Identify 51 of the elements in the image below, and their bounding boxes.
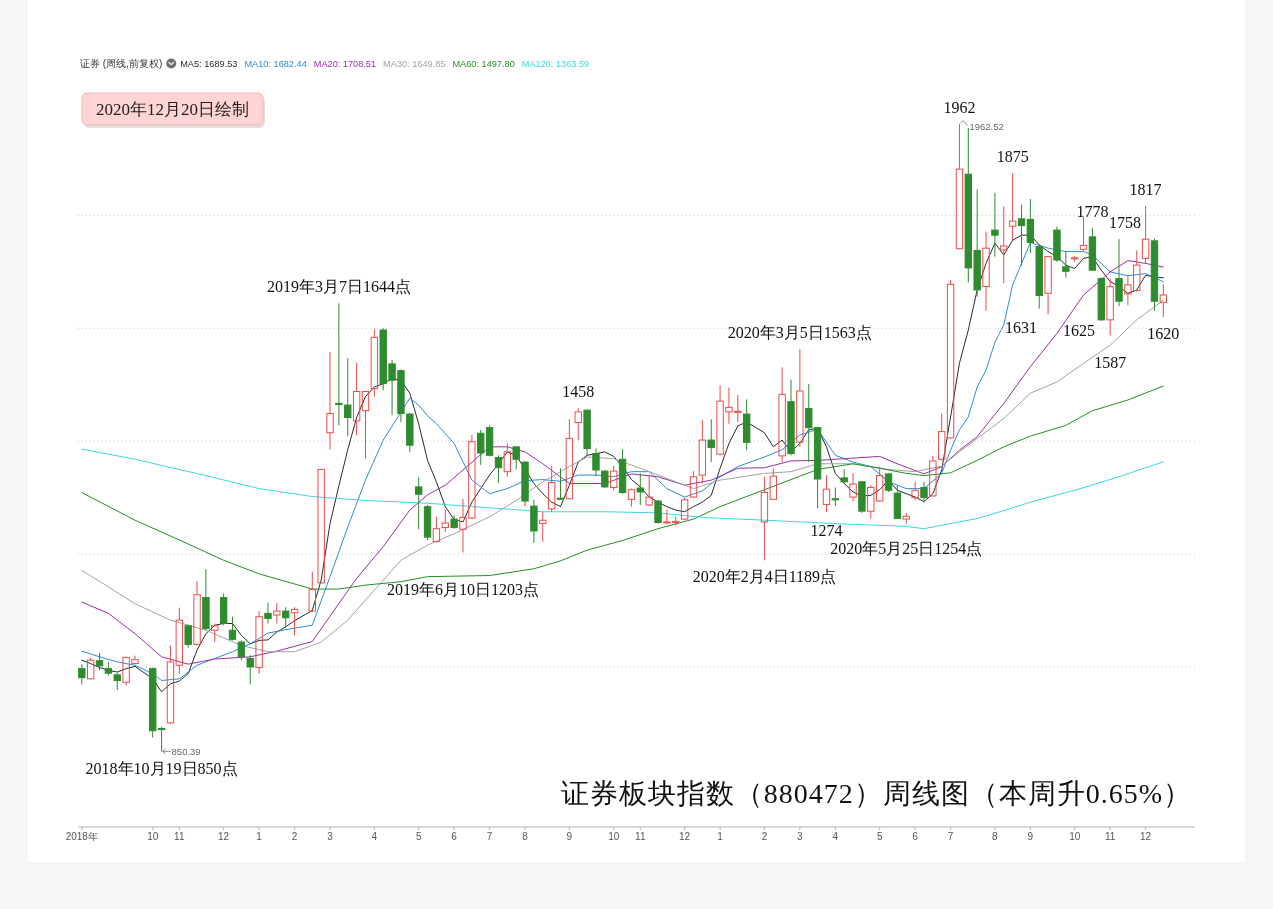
x-tick-label: 8 xyxy=(522,831,529,842)
annotation: 1817 xyxy=(1129,180,1162,198)
annotation: 1962.52 xyxy=(969,120,1004,132)
x-tick-label: 4 xyxy=(832,831,839,842)
annotation: 1962 xyxy=(943,98,976,116)
x-tick-label: 12 xyxy=(218,831,230,842)
annotation: 2020年5月25日1254点 xyxy=(830,539,983,557)
x-tick-label: 2 xyxy=(291,831,298,842)
x-tick-label: 6 xyxy=(912,831,919,842)
annotation: 1631 xyxy=(1005,318,1038,336)
x-tick-label: 11 xyxy=(1104,831,1116,842)
x-tick-label: 5 xyxy=(876,831,883,842)
x-tick-label: 9 xyxy=(1027,831,1034,842)
x-tick-label: 12 xyxy=(1140,831,1152,842)
x-tick-label: 10 xyxy=(147,831,159,842)
text: 证券板块指数（880472）周线图（本周升0.65%） xyxy=(560,778,1192,809)
x-tick-label: 8 xyxy=(992,831,999,842)
x-tick-label: 7 xyxy=(947,831,954,842)
annotation: 1587 xyxy=(1094,353,1127,371)
annotation: 1458 xyxy=(562,383,595,401)
x-tick-label: 7 xyxy=(486,831,493,842)
x-tick-label: 2018年 xyxy=(65,831,98,842)
x-tick-label: 10 xyxy=(1069,831,1081,842)
x-tick-label: 4 xyxy=(371,831,378,842)
x-tick-label: 5 xyxy=(415,831,422,842)
annotation: 2019年6月10日1203点 xyxy=(387,581,539,599)
annotation: 1620 xyxy=(1147,325,1180,343)
legend: 证券 (周线,前复权) MA5: 1689.53 MA10: 1682.44 MA20: 1708.51 MA30: 1649.85 MA60: 1497.80 MA120: 1363.59 xyxy=(80,58,590,69)
x-tick-label: 1 xyxy=(717,831,724,842)
x-tick-label: 3 xyxy=(797,831,804,842)
x-tick-label: 2 xyxy=(761,831,768,842)
x-tick-label: 11 xyxy=(635,831,646,842)
x-tick-label: 3 xyxy=(327,831,334,842)
annotation: 2019年3月7日1644点 xyxy=(266,278,411,296)
annotation: 2020年3月5日1563点 xyxy=(727,324,872,342)
x-tick-label: 6 xyxy=(451,831,458,842)
annotation: 1875 xyxy=(996,148,1029,166)
x-tick-label: 10 xyxy=(608,831,620,842)
x-tick-label: 1 xyxy=(256,831,263,842)
annotation: 2018年10月19日850点 xyxy=(85,759,238,777)
chart-subtitle: 2020年12月20日绘制 xyxy=(96,100,249,119)
x-tick-label: 9 xyxy=(566,831,573,842)
annotation: 850.39 xyxy=(171,745,201,757)
x-tick-label: 11 xyxy=(174,831,185,842)
annotation: 1625 xyxy=(1063,322,1096,340)
annotation: 1274 xyxy=(810,522,843,540)
legend-title: 证券 (周线,前复权) xyxy=(80,58,163,69)
annotation: 1778 xyxy=(1076,202,1109,220)
x-tick-label: 12 xyxy=(679,831,691,842)
annotation: 1758 xyxy=(1109,214,1142,232)
annotation: 2020年2月4日1189点 xyxy=(692,568,837,586)
